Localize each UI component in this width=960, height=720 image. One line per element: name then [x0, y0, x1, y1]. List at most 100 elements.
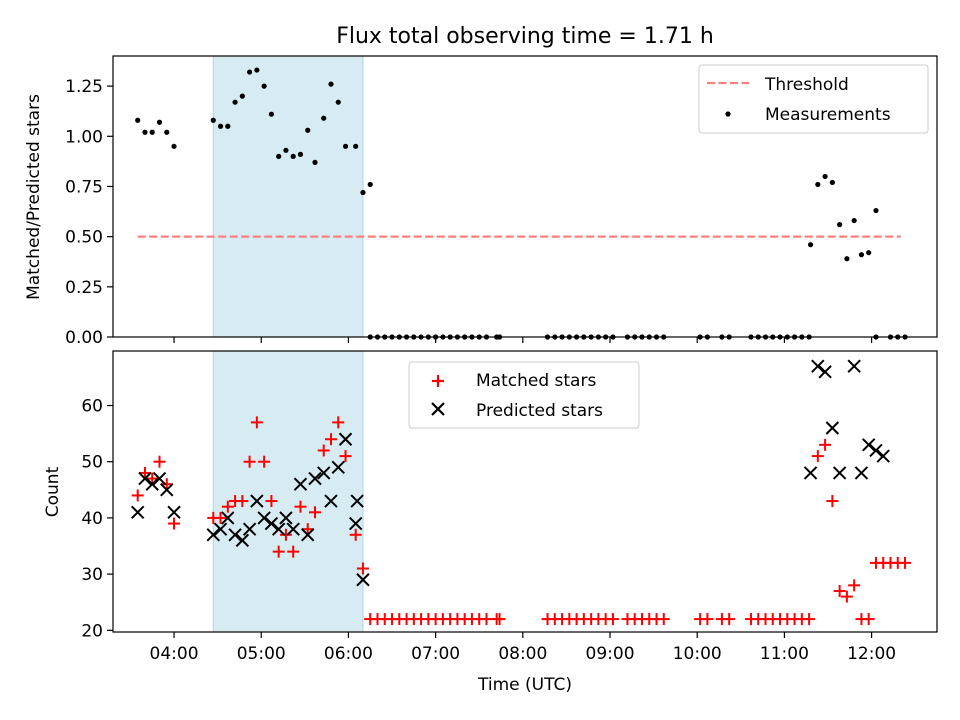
predicted-star-point: [152, 471, 167, 486]
matched-star-point: [701, 613, 714, 626]
measurement-point: [239, 93, 245, 99]
measurement-point: [142, 129, 148, 135]
predicted-legend-label: Predicted stars: [476, 401, 603, 421]
measurement-point: [283, 147, 289, 153]
measurement-point: [353, 143, 359, 149]
predicted-star-point: [221, 511, 235, 525]
matched-legend-marker: [432, 375, 444, 387]
bottom-legend: Matched stars Predicted stars: [408, 361, 640, 429]
measurement-point: [837, 222, 843, 228]
bottom-x-tick-label: 11:00: [760, 644, 809, 664]
predicted-star-point: [825, 421, 840, 435]
predicted-star-point: [861, 438, 876, 452]
bottom-legend-box: [408, 361, 640, 429]
measurement-point: [276, 153, 282, 159]
bottom-x-axis-label: Time (UTC): [477, 675, 572, 695]
top-y-tick-label: 0.00: [65, 328, 103, 348]
predicted-star-point: [167, 505, 181, 520]
bottom-x-tick-label: 06:00: [324, 644, 373, 664]
matched-star-point: [317, 444, 330, 457]
measurements-legend-label: Measurements: [765, 105, 891, 125]
predicted-star-point: [206, 528, 220, 542]
top-y-tick-label: 0.25: [65, 278, 103, 298]
measurement-point: [844, 256, 850, 262]
predicted-star-point: [242, 522, 257, 536]
matched-star-point: [265, 495, 278, 508]
matched-star-point: [803, 613, 816, 626]
measurement-point: [290, 153, 296, 159]
measurement-point: [297, 151, 304, 157]
predicted-star-point: [811, 359, 825, 373]
predicted-star-point: [286, 522, 300, 536]
matched-star-point: [899, 556, 912, 569]
measurement-point: [171, 143, 177, 149]
predicted-star-point: [317, 466, 331, 480]
predicted-star-point: [356, 573, 370, 587]
matched-star-point: [160, 478, 173, 491]
top-y-tick-label: 0.50: [65, 228, 103, 248]
matched-star-point: [309, 506, 322, 519]
predicted-star-point: [130, 505, 145, 520]
matched-star-point: [287, 545, 300, 558]
matched-star-point: [250, 416, 263, 429]
predicted-star-point: [847, 359, 861, 373]
matched-star-point: [493, 613, 506, 626]
predicted-star-point: [308, 471, 322, 486]
predicted-star-point: [869, 443, 883, 458]
top-shaded-interval: [212, 56, 364, 337]
matched-star-point: [826, 495, 839, 508]
measurement-point: [156, 119, 163, 125]
matched-star-point: [324, 433, 337, 446]
measurement-point: [822, 173, 828, 180]
bottom-x-tick-label: 09:00: [586, 644, 635, 664]
bottom-x-tick-label: 04:00: [150, 644, 199, 664]
measurement-point: [254, 67, 260, 73]
predicted-star-point: [324, 494, 338, 508]
predicted-star-point: [876, 449, 890, 463]
matched-star-point: [833, 584, 846, 597]
top-axes-frame: [112, 55, 938, 338]
matched-star-point: [349, 528, 362, 541]
measurement-point: [328, 81, 334, 87]
matched-star-point: [168, 517, 181, 530]
predicted-star-point: [338, 432, 353, 446]
predicted-star-point: [301, 528, 315, 542]
predicted-legend-marker: [431, 402, 445, 416]
bottom-y-tick-label: 50: [81, 453, 103, 473]
measurement-point: [873, 207, 879, 214]
matched-star-point: [294, 500, 307, 513]
matched-legend-label: Matched stars: [476, 371, 596, 391]
predicted-star-point: [832, 466, 847, 480]
measurement-point: [305, 127, 311, 133]
matched-star-point: [146, 472, 159, 485]
bottom-panel: 20 30 40 50 60 04:00 05:00 06:00 07:00 08:00 09:0…: [43, 350, 938, 695]
matched-star-point: [332, 416, 345, 429]
matched-star-point: [356, 562, 369, 575]
matched-star-point: [214, 511, 227, 524]
measurement-point: [149, 129, 155, 135]
matched-star-point: [339, 450, 352, 463]
matched-star-point: [272, 545, 285, 558]
top-y-tick-label: 0.75: [65, 177, 103, 197]
threshold-legend-label: Threshold: [764, 75, 849, 95]
predicted-star-point: [271, 522, 286, 536]
matched-star-point: [811, 450, 824, 463]
matched-star-point: [840, 590, 853, 603]
predicted-star-point: [213, 522, 228, 536]
predicted-star-point: [854, 466, 869, 480]
predicted-star-point: [350, 494, 364, 508]
bottom-y-tick-label: 20: [81, 621, 103, 641]
bottom-y-axis-label: Count: [43, 466, 63, 517]
bottom-x-tick-label: 08:00: [498, 644, 547, 664]
matched-star-point: [153, 455, 166, 468]
matched-star-point: [258, 455, 271, 468]
measurement-point: [135, 117, 141, 123]
measurement-point: [858, 252, 865, 258]
predicted-star-point: [331, 460, 345, 475]
matched-star-point: [657, 613, 670, 626]
bottom-axes-frame: [112, 350, 938, 633]
measurement-point: [360, 189, 366, 196]
bottom-y-tick-label: 60: [81, 397, 103, 417]
matched-star-point: [131, 489, 144, 502]
